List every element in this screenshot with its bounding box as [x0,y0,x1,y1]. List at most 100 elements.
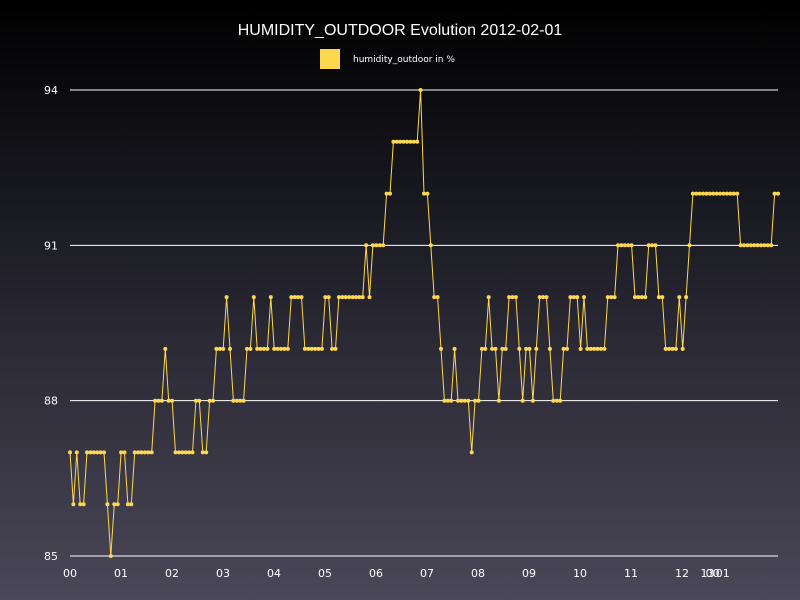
data-point [108,554,113,558]
data-point [238,398,243,403]
data-point [738,243,743,248]
data-point [394,139,399,144]
data-point [694,191,699,196]
data-point [146,450,151,455]
data-point [547,346,552,351]
data-point [697,191,702,196]
data-point [231,398,236,403]
data-point [755,243,760,248]
data-point [735,191,740,196]
data-point [677,295,682,300]
data-point [759,243,763,248]
data-point [663,346,668,351]
data-point [224,295,229,300]
data-point [180,450,185,455]
data-point [561,346,566,351]
data-point [483,346,488,351]
data-point [513,295,518,300]
data-point [115,502,120,507]
data-point [211,398,215,403]
data-point [350,295,355,300]
x-tick-label: 01 [114,567,128,580]
data-point [724,191,729,196]
data-point [602,346,607,351]
data-point [748,243,753,248]
data-point [473,398,478,403]
data-point [197,398,202,403]
data-point [282,346,287,351]
data-point [524,346,529,351]
data-point [776,191,780,196]
series-line [69,89,778,557]
grid-layer [70,89,778,557]
data-point [554,398,559,403]
data-point [762,243,767,248]
data-point [728,191,733,196]
data-point [418,88,423,92]
data-point [592,346,597,351]
data-point [401,139,406,144]
data-point [456,398,460,403]
data-point [102,450,106,455]
y-tick-label: 88 [44,395,58,408]
data-point [200,450,205,455]
data-point [718,191,723,196]
data-point [265,346,270,351]
data-point [425,191,430,196]
data-point [149,450,154,455]
data-point [241,398,246,403]
data-point [629,243,634,248]
data-point [500,346,505,351]
data-point [159,398,164,403]
data-point [660,295,665,300]
x-tick-label: 10 [573,567,587,580]
data-point [183,450,188,455]
data-point [449,398,454,403]
data-point [622,243,627,248]
data-point [575,295,580,300]
data-point [268,295,273,300]
data-point [445,398,450,403]
data-point [81,502,86,507]
data-point [633,295,637,300]
data-point [272,346,277,351]
data-point [153,398,158,403]
x-tick-label: 09 [522,567,536,580]
data-point [296,295,301,300]
chart-title: HUMIDITY_OUTDOOR Evolution 2012-02-01 [238,22,563,39]
data-point [439,346,443,351]
data-point [204,450,209,455]
data-point [721,191,726,196]
x-tick-label: 13 [701,567,715,580]
data-point [742,243,746,248]
data-point [316,346,321,351]
data-point [408,139,413,144]
data-point [330,346,335,351]
data-point [187,450,192,455]
data-point [520,398,525,403]
data-point [313,346,318,351]
data-point [599,346,603,351]
data-point [752,243,757,248]
series-humidity-outdoor [68,88,780,558]
data-point [170,398,175,403]
data-point [374,243,379,248]
data-point [639,295,644,300]
data-point [221,346,226,351]
data-point [670,346,675,351]
data-point [381,243,386,248]
data-point [680,346,685,351]
data-point [667,346,672,351]
data-point [459,398,464,403]
data-point [490,346,495,351]
data-point [105,502,110,507]
data-point [112,502,117,507]
x-tick-label: 03 [216,567,230,580]
data-point [517,346,522,351]
data-point [214,346,219,351]
data-point [612,295,617,300]
data-point [74,450,79,455]
data-point [245,346,249,351]
